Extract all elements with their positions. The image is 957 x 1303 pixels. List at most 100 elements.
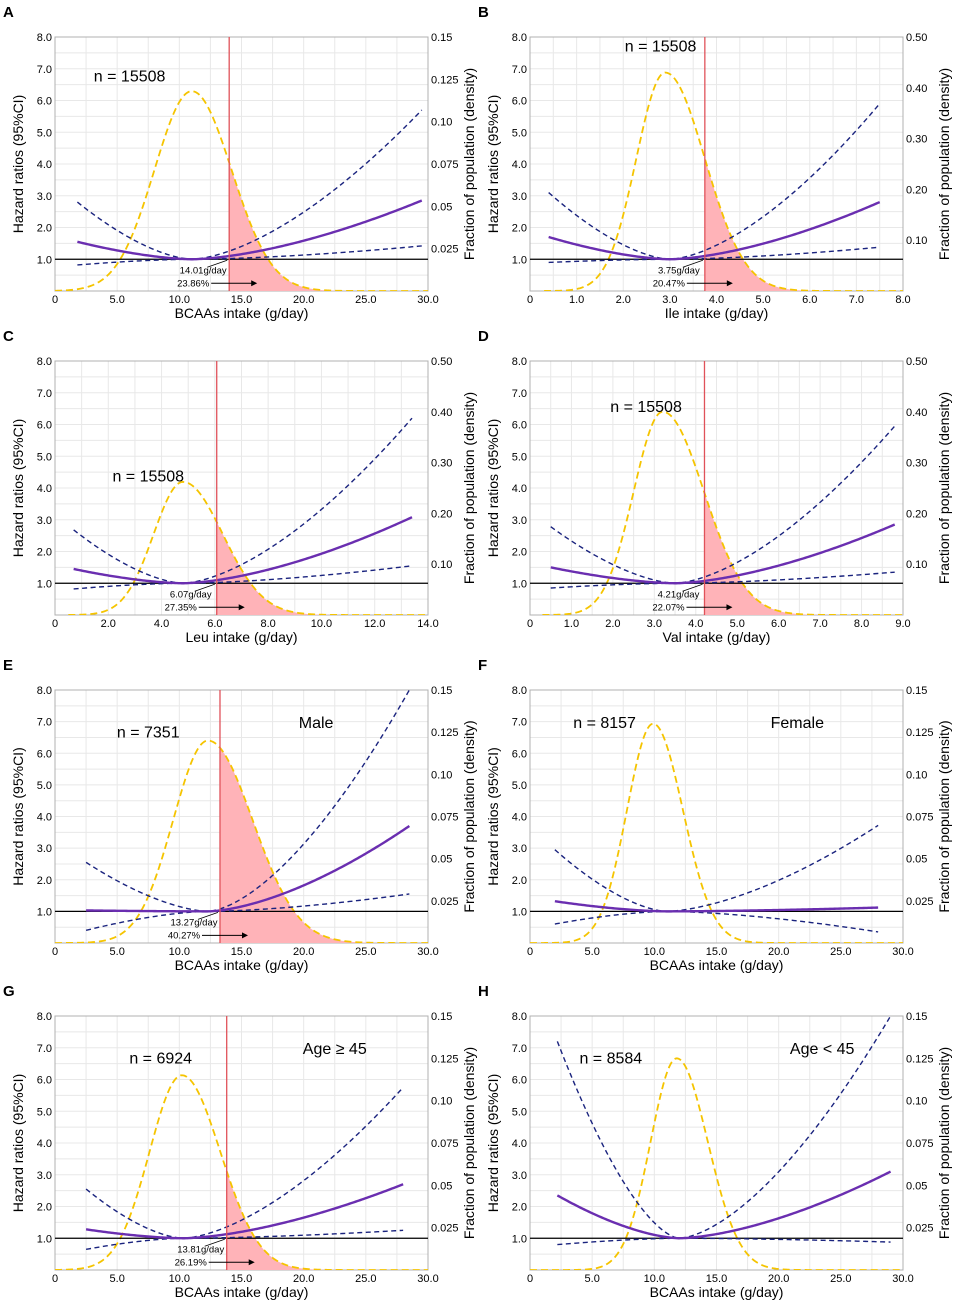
x-tick-label: 6.0 bbox=[207, 618, 222, 630]
y-tick-label: 2.0 bbox=[512, 875, 527, 887]
cutoff-label: 6.07g/day bbox=[170, 589, 212, 600]
y-tick-label: 5.0 bbox=[512, 1106, 527, 1118]
sample-size-label: n = 8157 bbox=[573, 715, 636, 732]
y2-tick-label: 0.15 bbox=[431, 685, 452, 697]
y2-tick-label: 0.40 bbox=[906, 407, 927, 419]
panel-letter: F bbox=[478, 657, 487, 674]
group-label: Age < 45 bbox=[790, 1041, 855, 1058]
y-tick-label: 8.0 bbox=[512, 32, 527, 44]
x-tick-label: 25.0 bbox=[355, 294, 376, 306]
panel-a: 14.01g/day 23.86% n = 15508 0 5.0 10.0 15.0 20.… bbox=[3, 4, 477, 321]
y-tick-label: 4.0 bbox=[37, 812, 52, 824]
y-tick-label: 3.0 bbox=[512, 191, 527, 203]
y-tick-label: 5.0 bbox=[37, 1106, 52, 1118]
hazard-ratio-curve bbox=[85, 1183, 404, 1240]
sample-size-label: n = 15508 bbox=[610, 399, 682, 416]
density-curve bbox=[68, 481, 428, 615]
y-tick-label: 6.0 bbox=[512, 1075, 527, 1087]
y-tick-label: 7.0 bbox=[512, 388, 527, 400]
x-tick-label: 4.0 bbox=[154, 618, 169, 630]
x-tick-label: 1.0 bbox=[564, 618, 579, 630]
x-tick-label: 5.0 bbox=[585, 1273, 600, 1285]
y2-tick-label: 0.05 bbox=[906, 1180, 927, 1192]
y-tick-label: 2.0 bbox=[512, 1202, 527, 1214]
y2-tick-label: 0.10 bbox=[906, 769, 927, 781]
y-tick-label: 7.0 bbox=[37, 1043, 52, 1055]
cutoff-label: 14.01g/day bbox=[180, 265, 227, 276]
y-tick-label: 6.0 bbox=[512, 420, 527, 432]
y2-tick-label: 0.125 bbox=[906, 1053, 934, 1065]
x-tick-label: 5.0 bbox=[110, 294, 125, 306]
y-tick-label: 3.0 bbox=[512, 515, 527, 527]
y-tick-label: 5.0 bbox=[37, 451, 52, 463]
y-tick-label: 3.0 bbox=[512, 1170, 527, 1182]
y-tick-label: 4.0 bbox=[37, 483, 52, 495]
plot-frame bbox=[529, 1015, 904, 1271]
y2-axis-label: Fraction of population (density) bbox=[461, 68, 477, 260]
x-axis-label: Ile intake (g/day) bbox=[665, 305, 769, 321]
x-tick-label: 5.0 bbox=[110, 946, 125, 958]
y2-tick-label: 0.15 bbox=[906, 1011, 927, 1023]
y2-axis-label: Fraction of population (density) bbox=[461, 1047, 477, 1239]
y2-tick-label: 0.10 bbox=[431, 559, 452, 571]
y-tick-label: 1.0 bbox=[37, 906, 52, 918]
y2-tick-label: 0.15 bbox=[431, 1011, 452, 1023]
y2-axis-label: Fraction of population (density) bbox=[936, 720, 952, 912]
y2-tick-label: 0.125 bbox=[431, 1053, 459, 1065]
ci-lower-curve bbox=[550, 571, 895, 589]
x-tick-label: 30.0 bbox=[417, 1273, 438, 1285]
y-tick-label: 4.0 bbox=[512, 159, 527, 171]
panel-e: 13.27g/day 40.27% n = 7351 Male 0 5.0 10.0 15.0… bbox=[3, 657, 477, 973]
cutoff-label: 13.81g/day bbox=[177, 1244, 224, 1255]
density-curve bbox=[55, 90, 428, 291]
y-tick-label: 3.0 bbox=[37, 1170, 52, 1182]
y2-tick-label: 0.075 bbox=[906, 1138, 934, 1150]
x-tick-label: 14.0 bbox=[417, 618, 438, 630]
x-tick-label: 25.0 bbox=[355, 946, 376, 958]
y2-tick-label: 0.15 bbox=[431, 32, 452, 44]
y2-tick-label: 0.10 bbox=[906, 559, 927, 571]
panel-letter: E bbox=[3, 657, 13, 674]
y-tick-label: 8.0 bbox=[512, 356, 527, 368]
density-curve bbox=[543, 71, 903, 291]
x-tick-label: 0 bbox=[527, 294, 533, 306]
x-tick-label: 5.0 bbox=[585, 946, 600, 958]
y2-tick-label: 0.10 bbox=[431, 1096, 452, 1108]
y-tick-label: 1.0 bbox=[37, 254, 52, 266]
percent-label: 22.07% bbox=[652, 602, 685, 613]
y-axis-label: Hazard ratios (95%CI) bbox=[10, 747, 26, 886]
x-tick-label: 10.0 bbox=[169, 1273, 190, 1285]
x-tick-label: 10.0 bbox=[644, 946, 665, 958]
percent-arrowhead bbox=[251, 280, 258, 287]
sample-size-label: n = 15508 bbox=[94, 68, 166, 85]
x-tick-label: 25.0 bbox=[355, 1273, 376, 1285]
x-tick-label: 20.0 bbox=[293, 294, 314, 306]
cutoff-pointer bbox=[194, 583, 215, 592]
x-tick-label: 15.0 bbox=[706, 946, 727, 958]
percent-arrowhead bbox=[238, 604, 245, 611]
sample-size-label: n = 15508 bbox=[112, 469, 184, 486]
y-tick-label: 7.0 bbox=[37, 64, 52, 76]
x-tick-label: 2.0 bbox=[616, 294, 631, 306]
x-tick-label: 9.0 bbox=[895, 618, 910, 630]
cutoff-label: 3.75g/day bbox=[658, 265, 700, 276]
cutoff-pointer bbox=[204, 1238, 225, 1247]
panel-c: 6.07g/day 27.35% n = 15508 0 2.0 4.0 6.0 8.0 10.… bbox=[3, 328, 477, 645]
y2-tick-label: 0.50 bbox=[906, 32, 927, 44]
ci-lower-curve bbox=[77, 245, 422, 266]
y-tick-label: 3.0 bbox=[37, 191, 52, 203]
x-tick-label: 5.0 bbox=[110, 1273, 125, 1285]
cutoff-pointer bbox=[207, 259, 228, 268]
x-tick-label: 2.0 bbox=[101, 618, 116, 630]
y-tick-label: 6.0 bbox=[37, 748, 52, 760]
y2-tick-label: 0.30 bbox=[431, 458, 452, 470]
x-tick-label: 15.0 bbox=[231, 294, 252, 306]
y-tick-label: 4.0 bbox=[512, 483, 527, 495]
y2-axis-label: Fraction of population (density) bbox=[461, 392, 477, 584]
ci-lower-curve bbox=[554, 910, 879, 933]
y2-tick-label: 0.05 bbox=[431, 1180, 452, 1192]
percent-arrowhead bbox=[726, 604, 733, 611]
x-tick-label: 10.0 bbox=[311, 618, 332, 630]
sample-size-label: n = 15508 bbox=[625, 38, 697, 55]
panel-letter: C bbox=[3, 328, 14, 345]
